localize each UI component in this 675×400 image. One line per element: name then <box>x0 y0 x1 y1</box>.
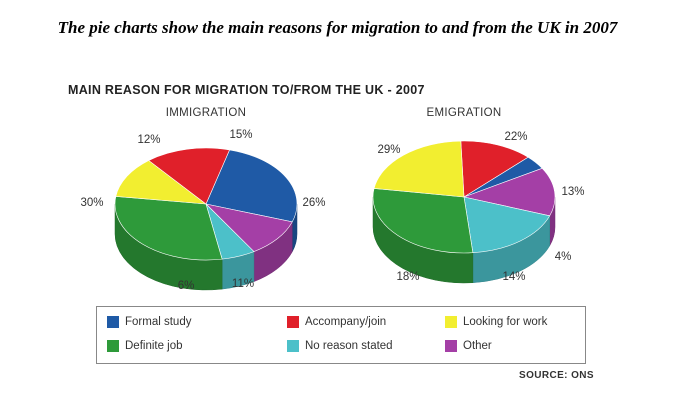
legend-item-accompany: Accompany/join <box>287 316 386 328</box>
legend-item-formal: Formal study <box>107 316 191 328</box>
slice-label-accompany: 15% <box>229 129 252 141</box>
slice-label-work: 22% <box>504 131 527 143</box>
legend-label-work: Looking for work <box>463 316 548 328</box>
legend-item-work: Looking for work <box>445 316 547 328</box>
slice-label-accompany: 13% <box>561 186 584 198</box>
slice-label-definite: 29% <box>377 144 400 156</box>
legend-label-noreason: No reason stated <box>305 340 393 352</box>
slice-label-noreason: 18% <box>396 271 419 283</box>
legend-item-definite: Definite job <box>107 340 183 352</box>
slice-label-other: 11% <box>232 278 254 290</box>
pie-slice-definite <box>372 188 474 254</box>
pie-slice-formal <box>205 149 298 223</box>
source-note: SOURCE: ONS <box>519 370 594 381</box>
pie-slice-other <box>462 167 556 217</box>
slice-label-formal: 26% <box>302 197 325 209</box>
legend: Formal study Accompany/join Looking for wo… <box>96 306 586 364</box>
pie-slice-accompany <box>460 140 529 198</box>
legend-swatch-accompany <box>287 316 299 328</box>
pie-slice-work <box>373 140 465 198</box>
emigration-pie-title: EMIGRATION <box>426 107 502 119</box>
chart-title: MAIN REASON FOR MIGRATION TO/FROM THE UK… <box>68 83 425 97</box>
legend-swatch-definite <box>107 340 119 352</box>
slice-label-other: 14% <box>502 271 525 283</box>
legend-swatch-noreason <box>287 340 299 352</box>
legend-swatch-other <box>445 340 457 352</box>
pie-slice-definite <box>114 196 223 261</box>
legend-label-accompany: Accompany/join <box>305 316 387 328</box>
slice-label-definite: 30% <box>80 197 103 209</box>
pie-slice-work <box>115 160 208 205</box>
pie-slice-accompany <box>148 147 230 205</box>
slice-label-work: 12% <box>137 134 160 146</box>
legend-swatch-formal <box>107 316 119 328</box>
emigration-pie: 13% 4% 14% 18% 29% 22% <box>372 131 585 284</box>
immigration-pie-title: IMMIGRATION <box>165 107 247 119</box>
slice-label-formal: 4% <box>555 251 572 263</box>
slice-label-noreason: 6% <box>178 280 195 292</box>
immigration-pie: 26% 11% 6% 30% 12% 15% <box>80 129 325 292</box>
legend-label-formal: Formal study <box>125 316 192 328</box>
page-heading: The pie charts show the main reasons for… <box>57 18 618 37</box>
legend-swatch-work <box>445 316 457 328</box>
legend-label-definite: Definite job <box>125 340 183 352</box>
legend-label-other: Other <box>463 340 492 352</box>
legend-item-noreason: No reason stated <box>287 340 393 352</box>
pie-slice-noreason <box>463 196 551 254</box>
legend-item-other: Other <box>445 340 492 352</box>
